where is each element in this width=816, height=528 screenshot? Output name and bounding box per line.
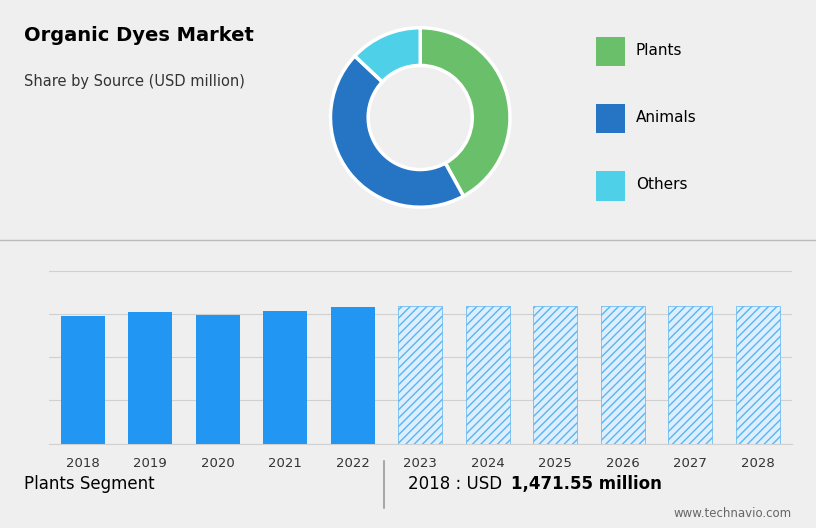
Bar (466, 306, 510, 444)
Wedge shape (420, 27, 510, 196)
FancyBboxPatch shape (596, 171, 625, 201)
Text: Plants Segment: Plants Segment (24, 475, 155, 494)
Text: www.technavio.com: www.technavio.com (673, 507, 792, 520)
Bar (60, 316, 104, 444)
Bar (668, 306, 712, 444)
Bar (534, 306, 577, 444)
Wedge shape (355, 27, 420, 82)
Text: Plants: Plants (636, 43, 682, 58)
FancyBboxPatch shape (596, 104, 625, 133)
Text: Share by Source (USD million): Share by Source (USD million) (24, 74, 246, 89)
Bar (736, 306, 780, 444)
Bar (264, 312, 307, 444)
Wedge shape (330, 56, 463, 207)
FancyBboxPatch shape (596, 36, 625, 66)
Text: Animals: Animals (636, 110, 697, 125)
Bar (398, 306, 442, 444)
Bar (128, 312, 172, 444)
Text: 2018 : USD: 2018 : USD (408, 475, 508, 494)
Bar (601, 306, 645, 444)
Text: Others: Others (636, 177, 688, 192)
Text: Organic Dyes Market: Organic Dyes Market (24, 26, 255, 45)
Text: 1,471.55 million: 1,471.55 million (511, 475, 662, 494)
Bar (330, 307, 375, 444)
Bar (196, 315, 240, 444)
